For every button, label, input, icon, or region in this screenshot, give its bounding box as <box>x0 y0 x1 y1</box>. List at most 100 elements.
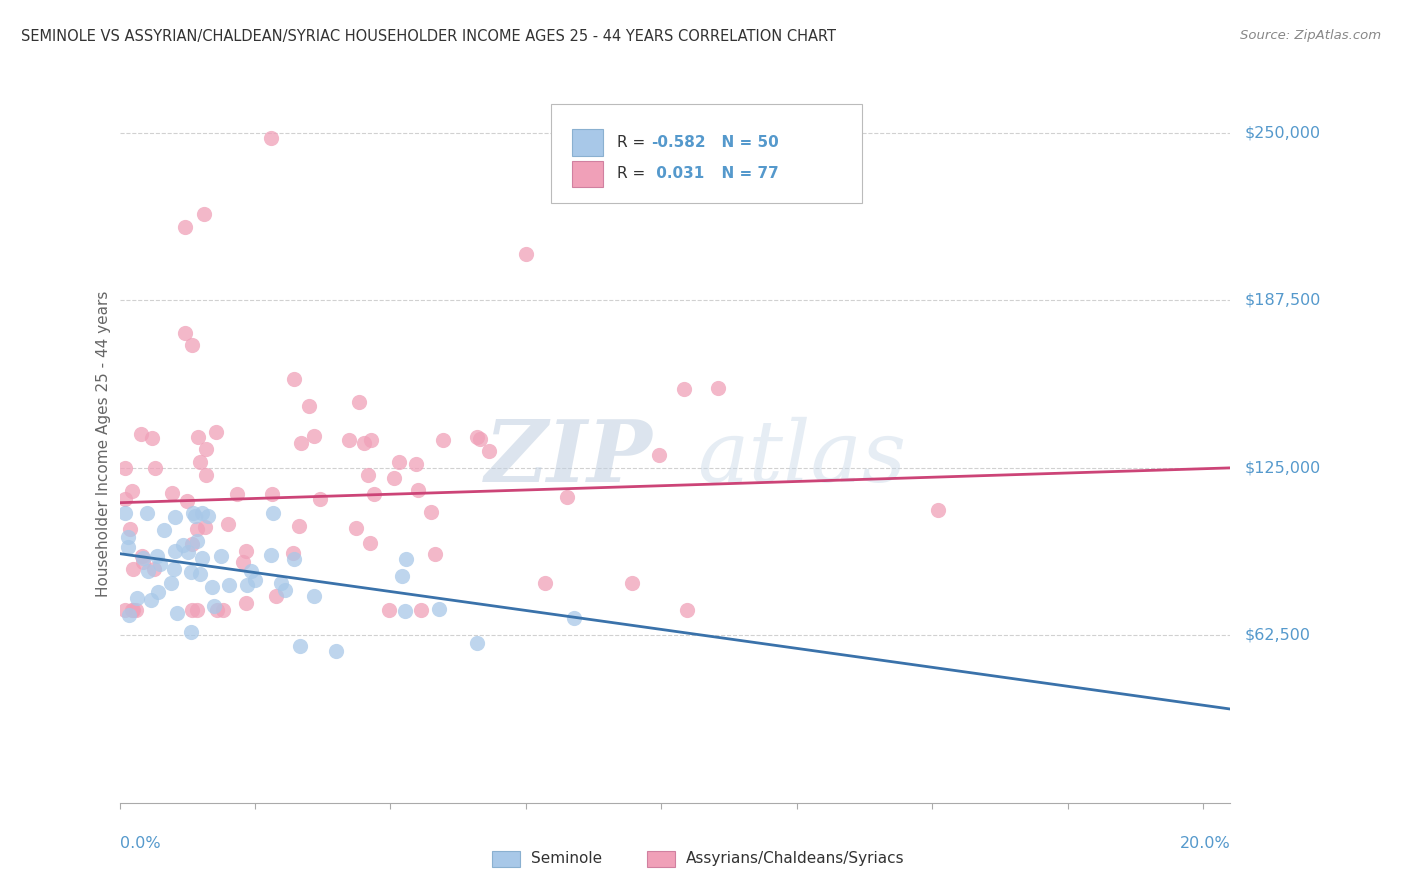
Point <box>114 492 136 507</box>
Point <box>114 507 136 521</box>
Point <box>193 206 215 220</box>
Point <box>125 603 148 617</box>
Point <box>673 382 696 396</box>
Point <box>260 487 283 501</box>
Point <box>117 531 139 545</box>
Point <box>188 567 211 582</box>
Point <box>395 551 418 566</box>
Point <box>191 507 214 521</box>
Point <box>188 455 211 469</box>
Point <box>648 448 671 462</box>
Point <box>360 433 382 447</box>
Point <box>186 522 208 536</box>
Point <box>359 536 381 550</box>
Point <box>217 516 239 531</box>
Text: $187,500: $187,500 <box>1244 293 1320 308</box>
Point <box>173 326 195 341</box>
Point <box>304 428 326 442</box>
Point <box>205 425 228 440</box>
Text: atlas: atlas <box>697 417 907 500</box>
Point <box>264 589 287 603</box>
Text: 0.031: 0.031 <box>651 167 704 181</box>
Point <box>243 574 266 588</box>
Point <box>121 483 143 498</box>
Point <box>288 639 311 653</box>
Point <box>118 607 141 622</box>
Text: ZIP: ZIP <box>485 417 652 500</box>
Point <box>139 593 162 607</box>
Point <box>131 549 153 563</box>
Point <box>382 470 405 484</box>
Point <box>281 546 304 560</box>
Point <box>235 544 257 558</box>
Point <box>470 432 492 446</box>
Point <box>194 442 217 456</box>
Text: N = 77: N = 77 <box>711 167 779 181</box>
Point <box>420 504 443 518</box>
Point <box>180 624 202 639</box>
Text: 20.0%: 20.0% <box>1180 836 1230 851</box>
Text: Source: ZipAtlas.com: Source: ZipAtlas.com <box>1240 29 1381 42</box>
Y-axis label: Householder Income Ages 25 - 44 years: Householder Income Ages 25 - 44 years <box>96 291 111 597</box>
Point <box>132 555 155 569</box>
Point <box>425 547 447 561</box>
Point <box>363 487 385 501</box>
Text: SEMINOLE VS ASSYRIAN/CHALDEAN/SYRIAC HOUSEHOLDER INCOME AGES 25 - 44 YEARS CORRE: SEMINOLE VS ASSYRIAN/CHALDEAN/SYRIAC HOU… <box>21 29 837 44</box>
Point <box>357 468 380 483</box>
Point <box>183 508 205 523</box>
Point <box>388 455 411 469</box>
Point <box>131 426 153 441</box>
Point <box>325 644 347 658</box>
Point <box>163 510 186 524</box>
Point <box>465 636 488 650</box>
Point <box>136 564 159 578</box>
Point <box>173 219 195 234</box>
Point <box>534 576 557 591</box>
Text: $250,000: $250,000 <box>1244 126 1320 140</box>
Point <box>160 575 183 590</box>
Text: -0.582: -0.582 <box>651 136 706 150</box>
Point <box>290 436 312 450</box>
Point <box>477 443 499 458</box>
Point <box>270 575 292 590</box>
Point <box>194 520 217 534</box>
Point <box>337 434 360 448</box>
Text: N = 50: N = 50 <box>711 136 779 150</box>
Text: $62,500: $62,500 <box>1244 628 1310 643</box>
Point <box>166 606 188 620</box>
Point <box>120 522 142 536</box>
Text: Assyrians/Chaldeans/Syriacs: Assyrians/Chaldeans/Syriacs <box>686 852 904 866</box>
Text: R =: R = <box>617 167 651 181</box>
Point <box>283 371 305 385</box>
Point <box>212 603 235 617</box>
Point <box>302 589 325 603</box>
Point <box>160 486 183 500</box>
Point <box>201 580 224 594</box>
Point <box>125 591 148 605</box>
Point <box>121 603 143 617</box>
Text: 0.0%: 0.0% <box>120 836 160 851</box>
Point <box>405 457 427 471</box>
Point <box>122 603 145 617</box>
Point <box>427 602 450 616</box>
Point <box>391 569 413 583</box>
Point <box>620 575 643 590</box>
Point <box>142 562 165 576</box>
Point <box>181 507 204 521</box>
Text: Seminole: Seminole <box>531 852 603 866</box>
Point <box>262 507 284 521</box>
Point <box>218 578 240 592</box>
Point <box>283 552 305 566</box>
Point <box>260 131 283 145</box>
Point <box>298 399 321 413</box>
Point <box>186 533 208 548</box>
Point <box>235 596 257 610</box>
Point <box>146 549 169 564</box>
Point <box>465 430 488 444</box>
Point <box>181 537 204 551</box>
Text: $125,000: $125,000 <box>1244 460 1320 475</box>
Point <box>232 555 254 569</box>
Point <box>240 565 263 579</box>
Point <box>180 337 202 351</box>
Point <box>132 550 155 565</box>
